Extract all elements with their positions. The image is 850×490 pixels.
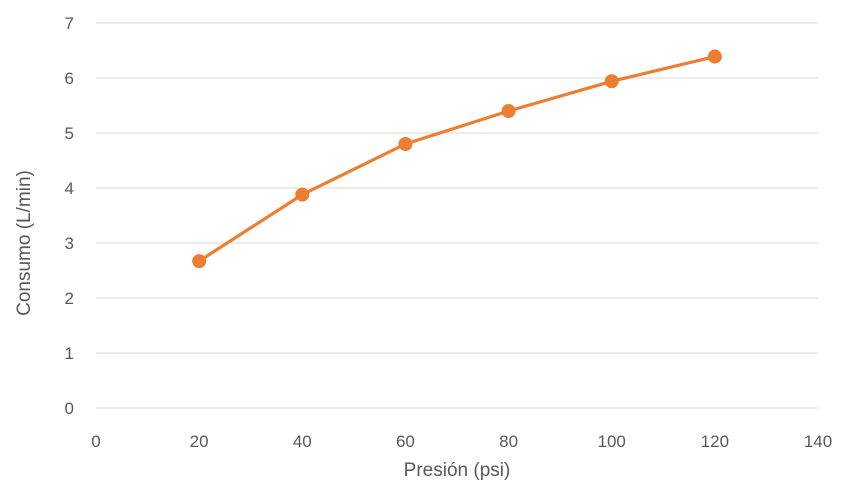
- y-axis-title: Consumo (L/min): [14, 170, 35, 316]
- y-tick-labels: 0 1 2 3 4 5 6 7: [65, 14, 74, 418]
- y-tick-label: 7: [65, 14, 74, 33]
- y-tick-label: 4: [65, 179, 74, 198]
- y-tick-label: 1: [65, 344, 74, 363]
- y-tick-label: 0: [65, 399, 74, 418]
- gridlines: [96, 22, 818, 354]
- x-tick-labels: 0 20 40 60 80 100 120 140: [91, 432, 832, 451]
- data-point: [707, 49, 722, 64]
- x-tick-label: 60: [396, 432, 415, 451]
- x-axis-title: Presión (psi): [404, 460, 511, 481]
- x-tick-label: 120: [701, 432, 729, 451]
- data-point: [192, 254, 207, 269]
- x-tick-label: 20: [190, 432, 209, 451]
- x-tick-label: 100: [598, 432, 626, 451]
- x-tick-label: 140: [804, 432, 832, 451]
- data-point: [295, 187, 310, 202]
- series-line: [197, 55, 717, 263]
- x-tick-label: 0: [91, 432, 100, 451]
- data-point: [501, 104, 516, 118]
- y-tick-label: 6: [65, 69, 74, 88]
- x-tick-label: 80: [499, 432, 518, 451]
- x-tick-label: 40: [293, 432, 312, 451]
- y-tick-label: 5: [65, 124, 74, 143]
- data-series: [192, 49, 722, 269]
- y-tick-label: 2: [65, 289, 74, 308]
- y-tick-label: 3: [65, 234, 74, 253]
- data-point: [398, 137, 413, 151]
- data-point: [604, 74, 619, 89]
